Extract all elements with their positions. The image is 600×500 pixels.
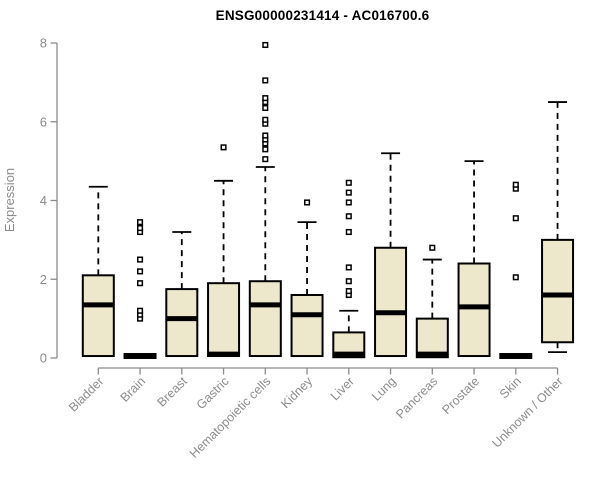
outlier-point	[345, 189, 352, 196]
box-group	[123, 219, 157, 360]
box	[207, 282, 241, 358]
box	[165, 288, 199, 358]
outlier-point	[262, 41, 269, 49]
x-tick-label: Kidney	[278, 374, 315, 411]
box	[374, 246, 408, 358]
outlier-point	[345, 228, 352, 236]
outlier-point	[345, 288, 352, 295]
box-group	[290, 199, 324, 358]
outlier-point	[262, 156, 269, 163]
box-group	[415, 244, 449, 359]
x-tick-label: Skin	[497, 374, 524, 401]
box-group	[207, 144, 241, 358]
outlier-point	[262, 132, 269, 139]
x-tick-label: Bladder	[66, 374, 106, 414]
x-tick-label: Liver	[328, 374, 357, 403]
outlier-point	[345, 278, 352, 285]
box-group	[81, 185, 115, 358]
box-group	[332, 179, 366, 359]
chart-title: ENSG00000231414 - AC016700.6	[215, 8, 430, 23]
box	[415, 317, 449, 359]
outlier-point	[262, 104, 269, 112]
box-group	[374, 152, 408, 358]
box	[81, 274, 115, 358]
y-tick-label: 4	[40, 193, 47, 208]
y-tick-label: 6	[40, 114, 47, 129]
outlier-point	[512, 274, 519, 281]
x-tick-label: Breast	[154, 374, 190, 410]
box-group	[541, 101, 575, 353]
box-group	[165, 231, 199, 358]
outlier-point	[137, 219, 144, 226]
outlier-point	[137, 256, 144, 263]
box-group	[499, 181, 533, 360]
outlier-point	[304, 199, 311, 206]
outlier-point	[345, 199, 352, 206]
x-tick-label: Prostate	[439, 374, 482, 417]
outlier-point	[345, 179, 352, 186]
outlier-point	[220, 144, 227, 151]
x-tick-label: Lung	[369, 374, 399, 404]
x-tick-label: Hematopoietic cells	[187, 374, 274, 461]
x-tick-label: Brain	[118, 374, 149, 405]
y-axis-label: Expression	[2, 167, 17, 233]
outlier-point	[512, 181, 519, 188]
outlier-point	[137, 280, 144, 287]
box	[248, 280, 282, 358]
x-tick-label: Unknown / Other	[489, 374, 565, 450]
outlier-point	[137, 225, 144, 232]
outlier-point	[512, 215, 519, 222]
x-tick-label: Gastric	[194, 374, 232, 412]
y-tick-label: 2	[40, 272, 47, 287]
y-axis: 0 2 4 6 8	[40, 36, 58, 366]
box	[541, 238, 575, 344]
box	[290, 294, 324, 358]
box-group	[457, 160, 491, 358]
y-tick-label: 0	[40, 351, 47, 366]
y-tick-label: 8	[40, 36, 47, 51]
outlier-point	[137, 268, 144, 275]
outlier-point	[262, 146, 269, 153]
outlier-point	[137, 307, 144, 314]
outlier-point	[429, 244, 436, 251]
outlier-point	[345, 264, 352, 271]
outlier-point	[262, 77, 269, 84]
x-tick-label: Pancreas	[393, 374, 440, 421]
outlier-point	[345, 213, 352, 220]
box-group	[248, 41, 282, 358]
outlier-point	[262, 116, 269, 123]
box	[457, 262, 491, 358]
outlier-point	[262, 95, 269, 102]
